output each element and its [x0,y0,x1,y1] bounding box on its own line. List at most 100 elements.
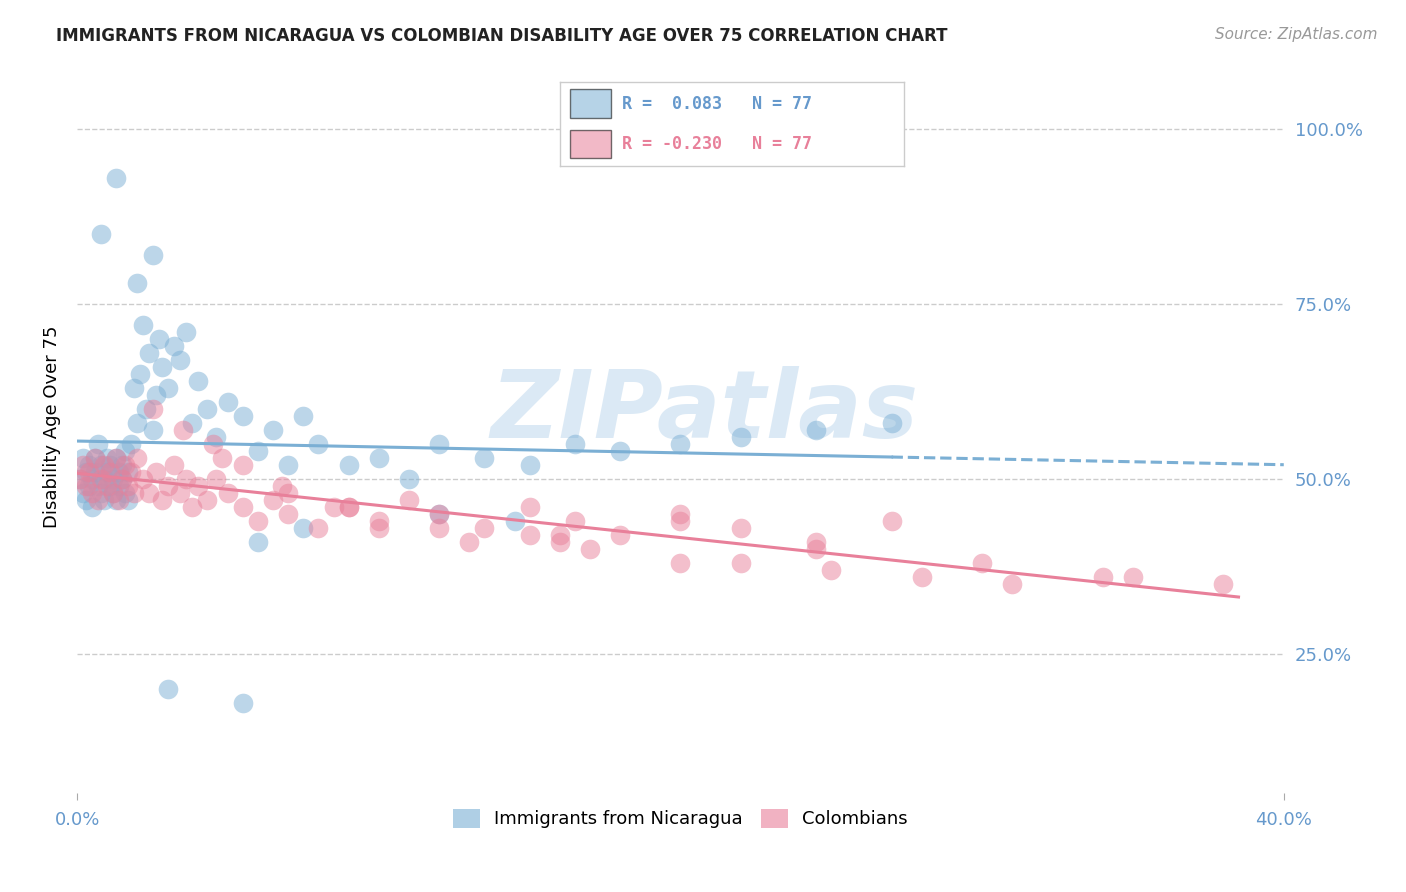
Point [156,681,179,696]
Point [96,450,118,465]
Point [141,423,163,437]
Point [72,450,94,465]
Point [398,472,420,486]
Point [96,465,118,479]
Point [277,507,299,521]
Point [120,437,142,451]
Point [138,486,160,500]
Point [262,423,284,437]
Point [98,458,121,472]
Point [337,458,360,472]
Point [162,458,184,472]
Point [138,346,160,360]
Point [69,472,91,486]
Point [108,479,131,493]
Point [75,492,97,507]
Point [277,458,299,472]
Point [367,521,389,535]
Point [105,171,128,186]
Point [579,541,602,556]
Point [669,437,692,451]
Point [669,556,692,570]
Point [195,492,218,507]
Point [880,514,903,528]
Point [195,402,218,417]
Point [174,325,197,339]
Point [124,381,146,395]
Point [82,500,104,514]
Point [307,521,329,535]
Point [519,528,541,542]
Point [880,416,903,430]
Point [292,409,315,423]
Point [77,458,100,472]
Point [292,521,315,535]
Point [180,500,202,514]
Point [108,465,131,479]
Point [211,450,233,465]
Point [564,514,586,528]
Point [609,444,631,458]
Point [117,479,139,493]
Point [132,318,155,333]
Point [169,353,191,368]
Point [132,472,155,486]
Point [1001,576,1024,591]
Point [93,472,115,486]
Point [1091,570,1114,584]
Point [804,423,827,437]
Point [201,437,224,451]
Point [804,541,827,556]
Point [162,339,184,353]
Point [87,492,110,507]
Point [307,437,329,451]
Point [87,479,110,493]
Point [103,486,125,500]
Point [120,465,142,479]
Point [174,472,197,486]
Point [72,458,94,472]
Point [337,500,360,514]
Point [548,528,571,542]
Point [98,465,121,479]
Point [609,528,631,542]
Point [75,479,97,493]
Point [187,374,209,388]
Point [322,500,344,514]
Point [232,500,254,514]
Point [911,570,934,584]
Point [730,556,752,570]
Point [84,450,107,465]
Point [148,332,170,346]
Point [519,500,541,514]
Point [105,492,128,507]
Point [111,472,134,486]
Point [277,486,299,500]
Point [820,563,842,577]
Point [114,486,136,500]
Point [111,458,134,472]
Point [156,381,179,395]
Point [150,360,173,375]
Point [156,479,179,493]
Point [548,534,571,549]
Point [105,450,128,465]
Point [127,450,149,465]
Point [77,465,100,479]
Point [172,423,194,437]
Point [169,486,191,500]
Point [247,534,270,549]
Point [90,486,112,500]
Point [69,472,91,486]
Point [271,479,294,493]
Point [87,437,110,451]
Point [217,395,239,409]
Point [503,514,526,528]
Point [217,486,239,500]
Point [145,465,167,479]
Point [804,534,827,549]
Point [427,521,450,535]
Point [730,521,752,535]
Text: IMMIGRANTS FROM NICARAGUA VS COLOMBIAN DISABILITY AGE OVER 75 CORRELATION CHART: IMMIGRANTS FROM NICARAGUA VS COLOMBIAN D… [56,27,948,45]
Text: Source: ZipAtlas.com: Source: ZipAtlas.com [1215,27,1378,42]
